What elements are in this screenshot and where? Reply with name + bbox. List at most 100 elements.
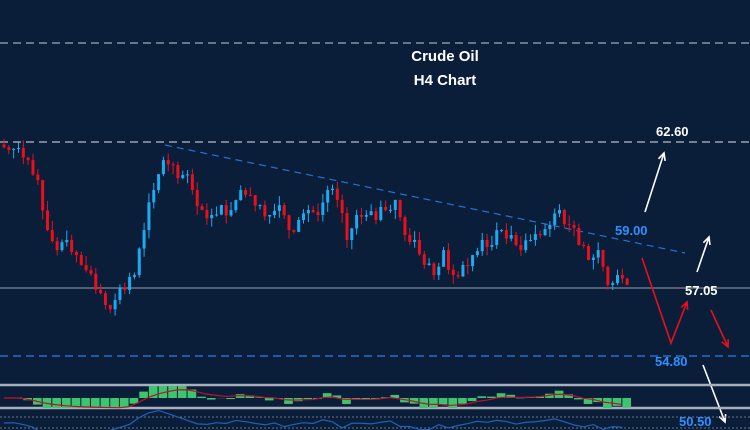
candle-body <box>321 202 325 215</box>
candle-body <box>128 276 132 290</box>
candle-body <box>582 244 586 247</box>
candle-body <box>403 217 407 236</box>
candle-body <box>562 210 566 225</box>
macd-histogram-bar <box>477 396 487 398</box>
candle-body <box>384 206 388 211</box>
bullish-arrow-to-59-00 <box>696 236 710 273</box>
macd-histogram-bar <box>119 398 129 408</box>
candle-body <box>340 199 344 214</box>
candle-body <box>446 250 450 270</box>
macd-histogram-bar <box>226 398 235 400</box>
descending-trendline <box>164 144 686 254</box>
candle-body <box>572 224 576 228</box>
candle-body <box>456 275 460 277</box>
macd-histogram-bar <box>129 398 139 404</box>
macd-histogram-bar <box>467 398 477 402</box>
macd-histogram-bar <box>139 391 148 398</box>
candle-body <box>253 194 257 206</box>
candle-body <box>74 251 78 256</box>
bearish-arrow-to-50-50 <box>702 364 726 423</box>
candle-body <box>60 242 64 251</box>
macd-histogram-bar <box>245 395 255 398</box>
candle-body <box>79 255 83 266</box>
candle-body <box>326 190 330 203</box>
level-label-59-00: 59.00 <box>615 223 648 238</box>
bullish-arrow-to-62-60 <box>644 152 665 213</box>
candle-body <box>142 230 146 249</box>
candle-body <box>103 293 107 305</box>
candle-body <box>65 239 69 243</box>
candle-body <box>41 180 45 211</box>
candle-body <box>229 210 233 216</box>
candle-body <box>524 240 528 251</box>
bullish-arrow-to-59-00-head <box>702 235 711 246</box>
candle-body <box>553 213 557 225</box>
candle-body <box>195 190 199 207</box>
candle-body <box>70 239 74 252</box>
candle-body <box>287 215 291 231</box>
candle-body <box>108 304 112 310</box>
macd-histogram-bar <box>564 394 574 398</box>
candle-body <box>369 211 373 215</box>
macd-histogram-bar <box>448 398 458 408</box>
candle-body <box>379 206 383 220</box>
candle-body <box>7 147 11 150</box>
macd-histogram-bar <box>255 397 264 398</box>
candle-body <box>466 264 470 267</box>
macd-histogram-bar <box>612 398 622 406</box>
level-label-50-50: 50.50 <box>679 414 712 429</box>
candle-body <box>45 210 49 231</box>
bearish-arrow-to-54-80-head <box>680 300 689 311</box>
candle-body <box>413 239 417 242</box>
macd-histogram-bar <box>81 398 90 408</box>
macd-histogram-bar <box>303 398 313 400</box>
candle-body <box>12 148 16 150</box>
candle-body <box>359 214 363 217</box>
macd-histogram-bar <box>322 393 332 398</box>
macd-histogram-bar <box>90 398 100 408</box>
candle-body <box>519 244 523 251</box>
candle-body <box>277 205 281 211</box>
candle-body <box>567 224 571 226</box>
candle-body <box>616 275 620 284</box>
candle-body <box>596 250 600 258</box>
macd-histogram-bar <box>583 398 593 404</box>
candle-body <box>533 234 537 240</box>
candle-body <box>132 275 136 277</box>
candle-body <box>601 250 605 267</box>
bearish-arrow-to-54-80 <box>641 257 688 346</box>
candle-body <box>480 239 484 252</box>
oscillator-line <box>3 409 623 430</box>
macd-histogram-bar <box>390 394 400 398</box>
candle-body <box>335 188 339 200</box>
candle-body <box>495 230 499 245</box>
candle-body <box>529 239 533 241</box>
candle-body <box>451 269 455 276</box>
candle-body <box>620 275 624 279</box>
candle-body <box>311 210 315 213</box>
candle-body <box>514 235 518 245</box>
candle-body <box>36 174 40 181</box>
candle-body <box>282 205 286 216</box>
level-label-62-60: 62.60 <box>656 124 689 139</box>
macd-histogram-bar <box>409 398 419 404</box>
candle-body <box>292 230 296 232</box>
candle-body <box>364 214 368 217</box>
bearish-arrow-continuation-head <box>721 338 729 349</box>
candle-body <box>297 219 301 232</box>
candle-body <box>273 210 277 215</box>
candle-body <box>21 148 25 158</box>
candle-body <box>408 235 412 242</box>
macd-histogram-bar <box>71 398 81 408</box>
candle-body <box>490 244 494 247</box>
candle-body <box>422 254 426 265</box>
macd-histogram-bar <box>148 386 158 398</box>
candle-body <box>316 212 320 215</box>
chart-title: Crude Oil <box>411 48 479 65</box>
candle-body <box>224 205 228 216</box>
macd-histogram-bar <box>429 398 438 408</box>
candle-body <box>302 213 306 220</box>
macd-signal-line <box>3 389 623 409</box>
